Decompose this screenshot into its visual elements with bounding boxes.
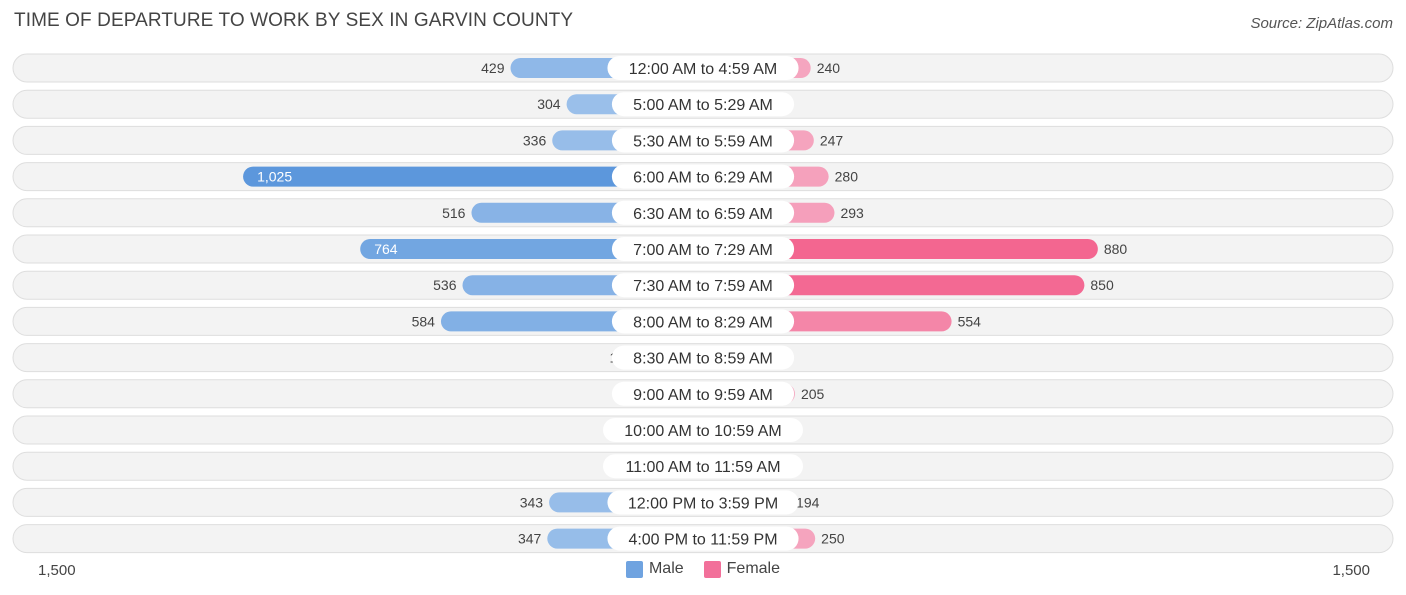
value-label-female: 554 [958, 313, 982, 329]
category-pill [611, 237, 795, 261]
bar-male [243, 166, 703, 187]
category-pill [611, 200, 795, 225]
value-label-female: 247 [820, 132, 844, 148]
chart-title: TIME OF DEPARTURE TO WORK BY SEX IN GARV… [14, 10, 574, 31]
category-pill [607, 490, 799, 515]
category-label: 12:00 AM to 4:59 AM [629, 61, 778, 78]
axis-right-label: 1,500 [1332, 562, 1370, 579]
legend-label-female: Female [726, 560, 781, 577]
category-label: 5:30 AM to 5:59 AM [633, 133, 773, 150]
category-pill [611, 273, 795, 298]
category-label: 4:00 PM to 11:59 PM [628, 532, 777, 549]
legend-item-female: Female [703, 560, 781, 578]
category-pill [611, 92, 795, 117]
category-label: 8:30 AM to 8:59 AM [633, 351, 773, 368]
value-label-male: 429 [481, 60, 505, 76]
legend: Male Female [0, 560, 1406, 578]
value-label-male: 336 [523, 132, 547, 148]
value-label-female: 850 [1090, 277, 1114, 293]
category-pill [611, 381, 795, 406]
category-pill [603, 418, 803, 442]
value-label-male: 516 [442, 205, 466, 221]
value-label-female: 280 [835, 169, 859, 185]
value-label-male: 1,025 [257, 169, 292, 185]
category-pill [603, 454, 803, 479]
category-label: 7:30 AM to 7:59 AM [633, 278, 773, 295]
legend-swatch-male [625, 560, 643, 578]
bar-female [703, 275, 1085, 296]
value-label-female: 293 [840, 205, 864, 221]
bar-female [703, 239, 1098, 259]
category-label: 11:00 AM to 11:59 AM [625, 459, 780, 476]
value-label-male: 304 [537, 96, 561, 112]
value-label-female: 240 [817, 60, 841, 76]
value-label-female: 880 [1104, 241, 1128, 257]
value-label-male: 536 [433, 277, 457, 293]
category-label: 6:30 AM to 6:59 AM [633, 206, 773, 223]
value-label-male: 584 [412, 313, 436, 329]
category-label: 12:00 PM to 3:59 PM [628, 495, 778, 512]
category-pill [607, 56, 799, 80]
category-pill [611, 164, 795, 189]
category-label: 9:00 AM to 9:59 AM [633, 387, 773, 404]
category-label: 8:00 AM to 8:29 AM [633, 314, 773, 331]
value-label-male: 343 [520, 494, 544, 510]
legend-label-male: Male [648, 560, 684, 577]
source-note: Source: ZipAtlas.com [1250, 15, 1393, 32]
value-label-female: 250 [821, 531, 845, 547]
category-pill [607, 526, 799, 551]
category-pill [611, 345, 795, 370]
legend-item-male: Male [625, 560, 684, 578]
category-pill [611, 309, 795, 334]
value-label-female: 205 [801, 386, 825, 402]
category-label: 10:00 AM to 10:59 AM [624, 423, 781, 440]
axis-left-label: 1,500 [38, 562, 76, 579]
value-label-female: 194 [796, 494, 820, 510]
category-pill [611, 128, 795, 153]
value-label-male: 764 [374, 241, 398, 257]
value-label-male: 347 [518, 531, 542, 547]
category-label: 6:00 AM to 6:29 AM [633, 170, 773, 187]
legend-swatch-female [703, 560, 721, 578]
category-label: 7:00 AM to 7:29 AM [633, 242, 773, 259]
category-label: 5:00 AM to 5:29 AM [633, 97, 773, 114]
